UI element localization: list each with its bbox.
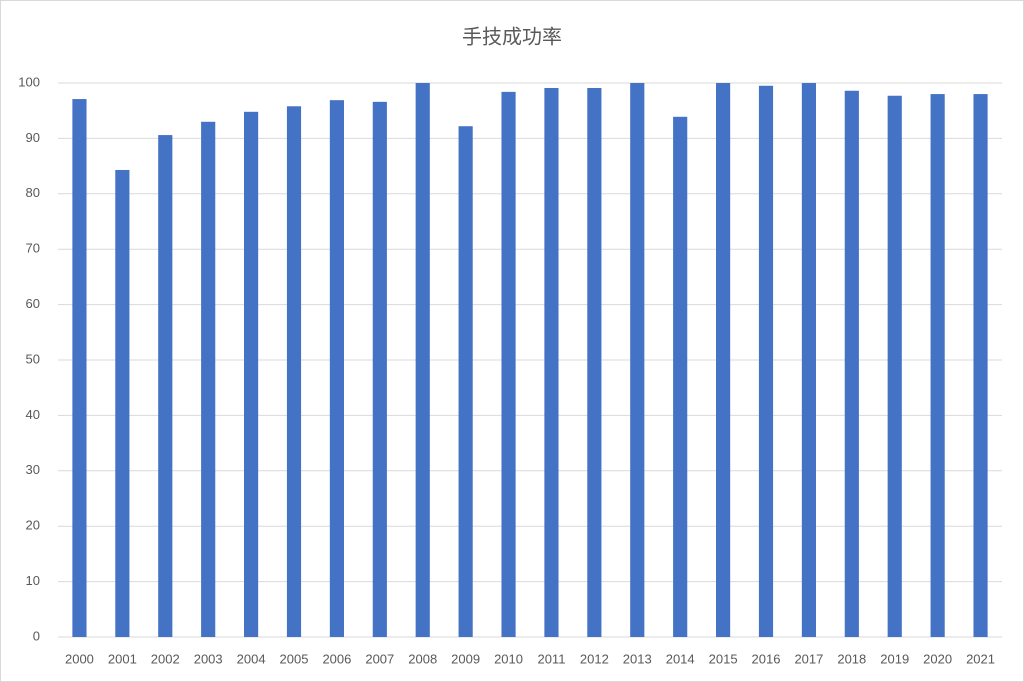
x-tick-label: 2007: [365, 651, 394, 666]
x-tick-label: 2002: [151, 651, 180, 666]
bar: [415, 83, 430, 637]
x-tick-label: 2020: [923, 651, 952, 666]
y-tick-label: 20: [26, 518, 40, 533]
x-tick-label: 2016: [752, 651, 781, 666]
x-tick-label: 2010: [494, 651, 523, 666]
bar: [158, 135, 173, 638]
bar: [587, 87, 602, 637]
x-tick-label: 2017: [794, 651, 823, 666]
x-tick-label: 2006: [322, 651, 351, 666]
bar: [973, 94, 988, 637]
x-tick-label: 2013: [623, 651, 652, 666]
y-tick-label: 90: [26, 130, 40, 145]
bar: [72, 99, 87, 638]
x-tick-label: 2012: [580, 651, 609, 666]
bar: [372, 101, 387, 637]
bar: [716, 83, 731, 637]
x-tick-label: 2000: [65, 651, 94, 666]
y-tick-label: 60: [26, 296, 40, 311]
x-tick-label: 2004: [237, 651, 266, 666]
bar: [201, 121, 216, 637]
x-tick-label: 2008: [408, 651, 437, 666]
bar: [673, 116, 688, 637]
bar: [458, 126, 473, 637]
y-tick-label: 30: [26, 462, 40, 477]
x-tick-label: 2021: [966, 651, 995, 666]
bar: [801, 83, 816, 637]
y-tick-label: 10: [26, 573, 40, 588]
x-tick-label: 2014: [666, 651, 695, 666]
bar: [887, 95, 902, 637]
bar: [630, 83, 645, 637]
bar: [501, 91, 516, 637]
bar: [115, 169, 130, 637]
bar: [329, 100, 344, 637]
x-tick-label: 2018: [837, 651, 866, 666]
x-tick-label: 2001: [108, 651, 137, 666]
y-tick-label: 80: [26, 185, 40, 200]
y-tick-label: 100: [18, 74, 40, 89]
x-tick-label: 2019: [880, 651, 909, 666]
bar: [930, 94, 945, 637]
x-tick-label: 2009: [451, 651, 480, 666]
x-tick-label: 2015: [709, 651, 738, 666]
y-tick-label: 50: [26, 351, 40, 366]
y-tick-label: 40: [26, 407, 40, 422]
bar: [844, 90, 859, 638]
y-tick-label: 0: [33, 628, 40, 643]
x-tick-label: 2003: [194, 651, 223, 666]
bar: [286, 106, 302, 637]
bar: [244, 111, 259, 638]
y-tick-label: 70: [26, 241, 40, 256]
x-tick-label: 2011: [537, 651, 565, 666]
bar: [758, 85, 774, 637]
x-tick-label: 2005: [280, 651, 309, 666]
bar: [544, 87, 559, 637]
chart-title: 手技成功率: [462, 25, 562, 48]
